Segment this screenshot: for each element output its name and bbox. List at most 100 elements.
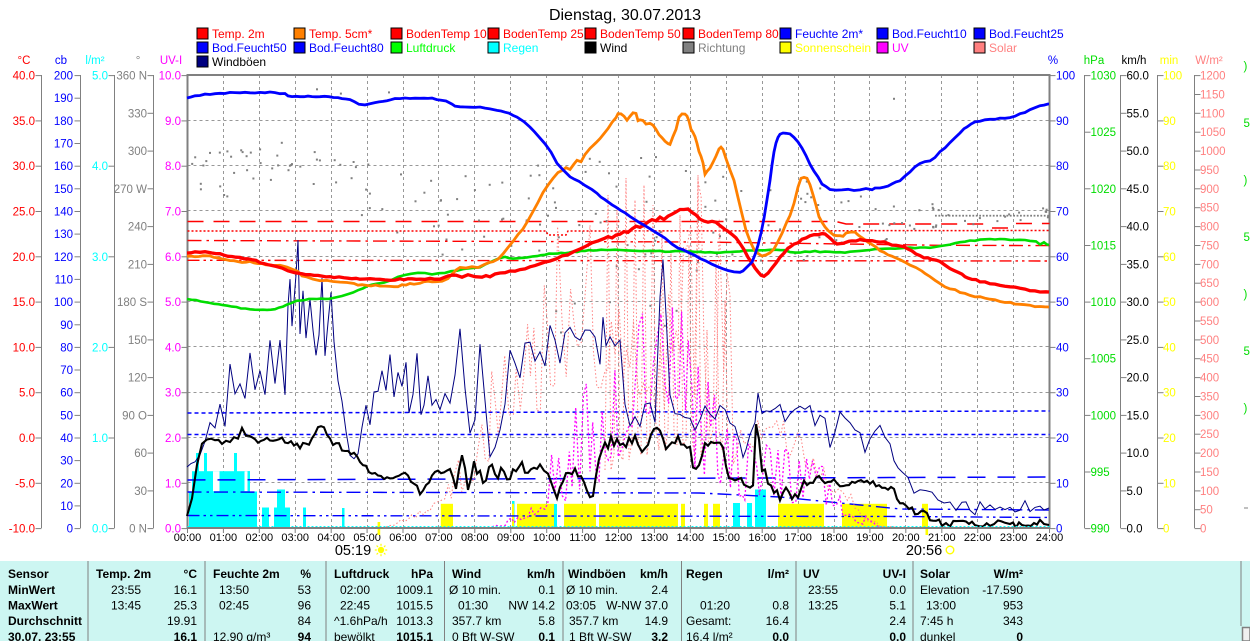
svg-text:330: 330 [128, 108, 147, 120]
svg-text:14:00: 14:00 [677, 532, 705, 544]
svg-text:Bod.Feucht25: Bod.Feucht25 [989, 27, 1064, 41]
svg-text:357.7 km: 357.7 km [569, 614, 618, 628]
svg-text:150: 150 [128, 335, 147, 347]
svg-text:40.0: 40.0 [13, 71, 35, 83]
svg-text:0: 0 [1163, 524, 1169, 536]
svg-text:Temp. 2m: Temp. 2m [212, 27, 265, 41]
svg-text:BodenTemp 10: BodenTemp 10 [406, 27, 487, 41]
svg-text:50: 50 [1200, 505, 1213, 517]
svg-text:953: 953 [1003, 599, 1023, 613]
svg-text:50: 50 [1163, 297, 1176, 309]
svg-text:04:00: 04:00 [317, 532, 345, 544]
svg-text:Solar: Solar [920, 567, 950, 581]
svg-text:10.0: 10.0 [159, 71, 181, 83]
svg-text:): ) [1244, 289, 1248, 301]
svg-text:55.0: 55.0 [1127, 108, 1149, 120]
svg-text:3.0: 3.0 [165, 388, 181, 400]
svg-text:02:45: 02:45 [219, 599, 249, 613]
svg-text:0.8: 0.8 [772, 599, 789, 613]
svg-text:09:00: 09:00 [497, 532, 525, 544]
svg-text:0.0: 0.0 [92, 524, 108, 536]
svg-text:13:25: 13:25 [808, 599, 838, 613]
svg-text:Luftdruck: Luftdruck [406, 41, 456, 55]
svg-text:Ø 10 min.: Ø 10 min. [449, 583, 501, 597]
svg-text:16.1: 16.1 [174, 630, 198, 641]
svg-text:1010: 1010 [1091, 297, 1117, 309]
svg-text:Bod.Feucht50: Bod.Feucht50 [212, 41, 287, 55]
svg-text:UV: UV [892, 41, 909, 55]
svg-text:60: 60 [134, 448, 147, 460]
svg-text:Wind: Wind [600, 41, 627, 55]
svg-text:30: 30 [134, 486, 147, 498]
svg-text:150: 150 [54, 184, 73, 196]
svg-text:Regen: Regen [686, 567, 723, 581]
svg-text:%: % [300, 567, 311, 581]
svg-text:UV: UV [803, 567, 820, 581]
svg-text:03:05: 03:05 [566, 599, 596, 613]
svg-text:100: 100 [1056, 71, 1075, 83]
svg-text:140: 140 [54, 207, 73, 219]
svg-text:40: 40 [1163, 342, 1176, 354]
svg-text:Bod.Feucht10: Bod.Feucht10 [892, 27, 967, 41]
svg-text:1.0: 1.0 [92, 433, 108, 445]
svg-text:30.07. 23:55: 30.07. 23:55 [8, 630, 76, 641]
svg-text:850: 850 [1200, 203, 1219, 215]
svg-text:20.0: 20.0 [1127, 373, 1149, 385]
svg-text:UV-I: UV-I [160, 55, 182, 67]
svg-text:10.0: 10.0 [1127, 448, 1149, 460]
svg-text:100: 100 [54, 297, 73, 309]
svg-text:990: 990 [1091, 524, 1110, 536]
svg-text:1 Bft W-SW: 1 Bft W-SW [569, 630, 632, 641]
svg-text:W/m²: W/m² [994, 567, 1023, 581]
svg-text:3.0: 3.0 [92, 252, 108, 264]
svg-text:210: 210 [128, 259, 147, 271]
svg-text:10: 10 [1056, 478, 1069, 490]
svg-text:25.3: 25.3 [174, 599, 198, 613]
svg-text:19:00: 19:00 [856, 532, 884, 544]
svg-text:NW 14.2: NW 14.2 [508, 599, 555, 613]
svg-text:5.1: 5.1 [889, 599, 906, 613]
svg-text:1005: 1005 [1091, 354, 1117, 366]
svg-text:100: 100 [1200, 486, 1219, 498]
svg-text:650: 650 [1200, 278, 1219, 290]
svg-text:20: 20 [1163, 433, 1176, 445]
svg-text:357.7 km: 357.7 km [452, 614, 501, 628]
svg-text:-10.0: -10.0 [9, 524, 35, 536]
svg-text:130: 130 [54, 229, 73, 241]
svg-text:300: 300 [1200, 410, 1219, 422]
svg-text:22:00: 22:00 [964, 532, 992, 544]
svg-text:2.0: 2.0 [165, 433, 181, 445]
svg-text:0.0: 0.0 [19, 433, 35, 445]
svg-text:40: 40 [60, 433, 73, 445]
svg-text:°C: °C [184, 567, 198, 581]
svg-text:Feuchte 2m*: Feuchte 2m* [795, 27, 863, 41]
svg-text:343: 343 [1003, 614, 1023, 628]
svg-text:90: 90 [1056, 116, 1069, 128]
svg-text:94: 94 [298, 630, 312, 641]
svg-text:20: 20 [1056, 433, 1069, 445]
svg-text:5.0: 5.0 [19, 388, 35, 400]
svg-text:03:00: 03:00 [281, 532, 309, 544]
svg-text:80: 80 [60, 342, 73, 354]
svg-text:900: 900 [1200, 184, 1219, 196]
svg-text:0.0: 0.0 [165, 524, 181, 536]
svg-text:60: 60 [1056, 252, 1069, 264]
svg-text:Richtung: Richtung [698, 41, 745, 55]
svg-text:Temp. 5cm*: Temp. 5cm* [309, 27, 373, 41]
svg-text:19.91: 19.91 [167, 614, 197, 628]
svg-text:0 Bft W-SW: 0 Bft W-SW [452, 630, 515, 641]
svg-text:dunkel: dunkel [920, 630, 955, 641]
svg-text:80: 80 [1056, 161, 1069, 173]
svg-text:1150: 1150 [1200, 90, 1225, 102]
svg-text:06:00: 06:00 [389, 532, 417, 544]
svg-text:0: 0 [1200, 524, 1206, 536]
svg-text:°: ° [136, 55, 141, 67]
svg-text:BodenTemp 25: BodenTemp 25 [503, 27, 584, 41]
svg-text:min: min [1160, 55, 1179, 67]
svg-text:1.0: 1.0 [165, 478, 181, 490]
svg-text:23:55: 23:55 [111, 583, 141, 597]
svg-text:4.0: 4.0 [165, 342, 181, 354]
svg-text:250: 250 [1200, 429, 1219, 441]
svg-text:hPa: hPa [411, 567, 433, 581]
svg-text:00:00: 00:00 [174, 532, 202, 544]
